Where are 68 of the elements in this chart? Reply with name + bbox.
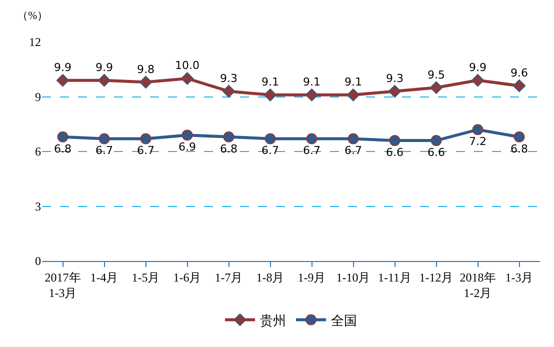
point <box>306 133 318 144</box>
point <box>139 76 152 88</box>
x-tick-label: 1-6月 <box>173 270 202 284</box>
y-tick-label: 3 <box>35 199 41 214</box>
data-label: 9.5 <box>428 68 445 82</box>
data-label: 9.9 <box>469 60 486 74</box>
data-label: 6.7 <box>344 144 362 158</box>
point <box>182 130 193 141</box>
data-label: 9.9 <box>54 60 72 74</box>
x-tick-label: 1-8月 <box>256 270 284 284</box>
point <box>388 84 402 98</box>
data-label: 6.8 <box>54 142 72 156</box>
data-label: 6.6 <box>386 146 404 160</box>
x-tick-label: 1-5月 <box>132 270 160 284</box>
x-tick-label: 1-9月 <box>298 270 326 284</box>
x-tick-label: 1-7月 <box>214 270 243 284</box>
point <box>471 74 484 87</box>
point <box>430 81 443 94</box>
point <box>56 74 70 87</box>
y-tick-label: 9 <box>35 90 41 104</box>
data-label: 7.2 <box>469 135 486 148</box>
y-tick-label: 0 <box>35 254 41 268</box>
point <box>389 135 400 146</box>
point <box>346 88 360 102</box>
y-tick-label: 6 <box>35 144 41 159</box>
data-label: 6.7 <box>96 144 113 158</box>
data-label: 6.7 <box>137 144 154 158</box>
data-label: 9.8 <box>137 62 154 76</box>
data-label: 6.6 <box>428 146 445 160</box>
point <box>512 79 526 92</box>
x-tick-label: 1-11月 <box>378 270 412 284</box>
data-label: 6.8 <box>220 142 238 156</box>
data-label: 9.3 <box>220 72 238 85</box>
legend-label: 全国 <box>331 312 357 328</box>
data-label: 6.9 <box>178 140 196 154</box>
point <box>222 84 236 98</box>
point <box>180 72 194 85</box>
point <box>98 133 110 144</box>
point <box>430 135 442 146</box>
point <box>348 133 359 144</box>
data-label: 10.0 <box>175 59 200 72</box>
data-label: 6.7 <box>303 144 320 158</box>
x-tick-label: 2017年 1-3月 <box>44 270 81 300</box>
point <box>472 124 484 136</box>
point <box>98 74 111 87</box>
data-label: 9.6 <box>510 66 528 80</box>
y-axis-title: （%） <box>17 10 48 22</box>
data-label: 6.7 <box>262 144 279 158</box>
y-tick-label: 12 <box>29 35 41 50</box>
point <box>140 133 152 144</box>
x-tick-label: 2018年 1-2月 <box>460 270 496 300</box>
point <box>57 131 68 142</box>
data-label: 9.1 <box>344 76 362 89</box>
point <box>264 88 277 102</box>
data-label: 9.3 <box>386 72 404 85</box>
x-tick-label: 1-4月 <box>90 270 118 284</box>
legend-label: 贵州 <box>260 312 286 328</box>
data-label: 9.1 <box>303 76 320 89</box>
x-tick-label: 1-10月 <box>336 270 370 284</box>
point <box>514 131 525 142</box>
x-tick-label: 1-12月 <box>419 270 454 284</box>
point <box>264 133 276 144</box>
data-label: 6.8 <box>510 142 528 156</box>
x-tick-label: 1-3月 <box>505 270 534 284</box>
point <box>223 131 234 142</box>
data-label: 9.1 <box>262 76 279 89</box>
point <box>305 88 318 102</box>
data-label: 9.9 <box>96 60 113 74</box>
